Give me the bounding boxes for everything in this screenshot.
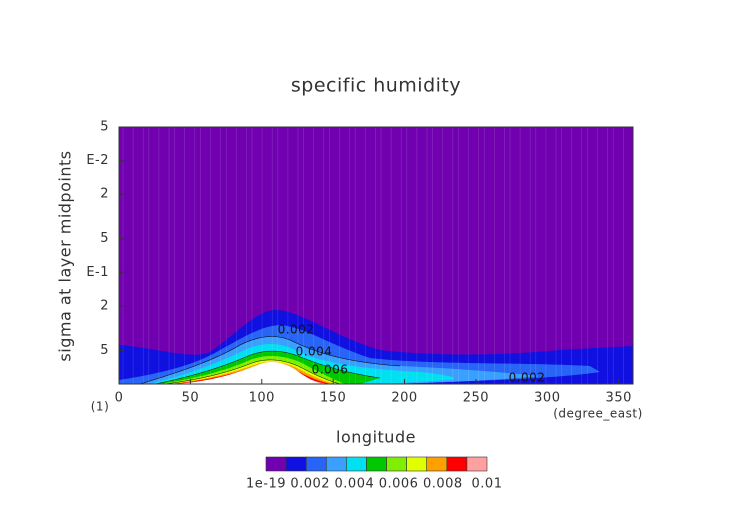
y-tick-label: 2 [100, 298, 109, 313]
colorbar-tick-label: 0.008 [423, 477, 463, 492]
colorbar-swatch [366, 456, 387, 472]
colorbar-swatch [285, 456, 307, 472]
colorbar-swatch [446, 456, 468, 472]
y-tick-label: E-1 [86, 265, 109, 280]
colorbar-tick-label: 0.006 [379, 477, 419, 492]
contour-line [154, 350, 381, 385]
x-tick-label: 300 [534, 391, 560, 406]
colorbar-swatch [386, 456, 407, 472]
no-data-region [178, 362, 322, 384]
colorbar-swatch [325, 456, 347, 472]
colorbar-swatch [265, 456, 287, 472]
colorbar-swatch [406, 456, 428, 472]
contour-label: 0.002 [278, 323, 315, 337]
x-tick-label: 150 [320, 391, 346, 406]
colorbar-swatch [305, 456, 327, 472]
y-tick-label: E-2 [86, 153, 109, 168]
colorbar-swatch [466, 456, 488, 472]
x-tick-label: 250 [463, 391, 489, 406]
colorbar-tick-label: 0.01 [472, 477, 503, 492]
y-axis-label: sigma at layer midpoints [56, 150, 75, 361]
contour-label: 0.006 [312, 363, 349, 377]
contour-line [139, 336, 401, 385]
x-axis-label: longitude [336, 428, 416, 447]
contour-line [164, 359, 341, 385]
x-tick-label: 100 [249, 391, 275, 406]
x-tick-label: 50 [182, 391, 200, 406]
y-tick-label: 5 [100, 343, 109, 358]
chart-title: specific humidity [291, 75, 461, 97]
contour-label: 0.002 [509, 371, 546, 385]
colorbar-tick-label: 0.004 [335, 477, 375, 492]
x-axis-unit: (degree_east) [553, 407, 643, 421]
y-tick-label: 5 [100, 231, 109, 246]
y-tick-label: 2 [100, 187, 109, 202]
y-axis-unit: (1) [91, 400, 110, 414]
x-tick-label: 350 [606, 391, 632, 406]
colorbar-swatch [426, 456, 448, 472]
x-tick-label: 200 [391, 391, 417, 406]
plot-frame [118, 126, 634, 385]
colorbar-tick-label: 1e-19 [246, 477, 286, 492]
colorbar-swatch [346, 456, 367, 472]
contour-fill [119, 127, 633, 384]
x-tick-label: 0 [115, 391, 124, 406]
y-tick-label: 5 [100, 120, 109, 135]
contour-label: 0.004 [296, 345, 333, 359]
colorbar-tick-label: 0.002 [290, 477, 330, 492]
